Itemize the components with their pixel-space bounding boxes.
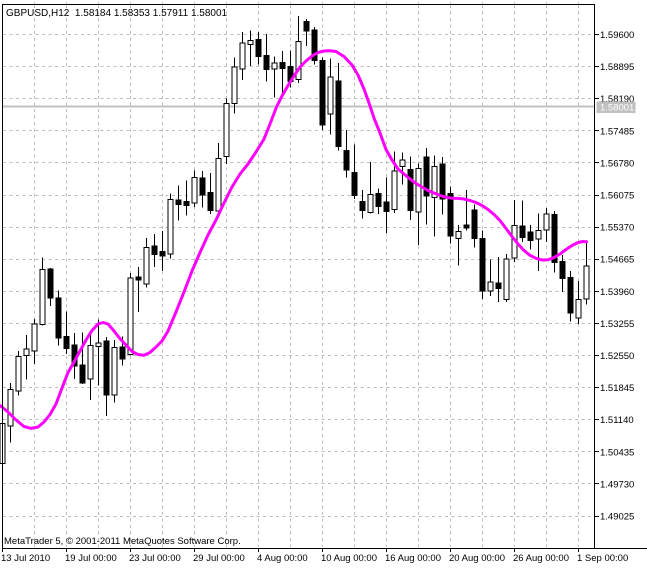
svg-text:29 Jul 00:00: 29 Jul 00:00 — [193, 553, 245, 564]
svg-text:16 Aug 00:00: 16 Aug 00:00 — [385, 553, 441, 564]
svg-text:1.56780: 1.56780 — [600, 158, 634, 169]
svg-text:4 Aug 00:00: 4 Aug 00:00 — [257, 553, 308, 564]
svg-text:13 Jul 2010: 13 Jul 2010 — [1, 553, 50, 564]
svg-text:1.59600: 1.59600 — [600, 30, 634, 41]
svg-text:1.49025: 1.49025 — [600, 512, 634, 523]
svg-text:1.53255: 1.53255 — [600, 319, 634, 330]
svg-text:1.49730: 1.49730 — [600, 479, 634, 490]
svg-text:GBPUSD,H12 1.58184 1.58353 1.: GBPUSD,H12 1.58184 1.58353 1.57911 1.580… — [6, 8, 228, 19]
svg-text:1.55370: 1.55370 — [600, 223, 634, 234]
svg-text:26 Aug 00:00: 26 Aug 00:00 — [513, 553, 569, 564]
svg-text:23 Jul 00:00: 23 Jul 00:00 — [129, 553, 181, 564]
svg-text:1.50435: 1.50435 — [600, 447, 634, 458]
svg-text:1.53960: 1.53960 — [600, 287, 634, 298]
svg-text:MetaTrader 5, © 2001-2011 Meta: MetaTrader 5, © 2001-2011 MetaQuotes Sof… — [4, 536, 241, 547]
svg-text:20 Aug 00:00: 20 Aug 00:00 — [449, 553, 505, 564]
svg-text:1.58190: 1.58190 — [600, 94, 634, 105]
svg-text:1.51140: 1.51140 — [600, 415, 634, 426]
svg-text:1.51845: 1.51845 — [600, 383, 634, 394]
svg-text:1 Sep 00:00: 1 Sep 00:00 — [577, 553, 628, 564]
svg-text:1.58001: 1.58001 — [600, 103, 634, 114]
svg-text:19 Jul 00:00: 19 Jul 00:00 — [65, 553, 117, 564]
svg-text:1.56075: 1.56075 — [600, 191, 634, 202]
svg-text:10 Aug 00:00: 10 Aug 00:00 — [321, 553, 377, 564]
svg-text:1.52550: 1.52550 — [600, 351, 634, 362]
svg-text:1.54665: 1.54665 — [600, 255, 634, 266]
svg-text:1.58895: 1.58895 — [600, 62, 634, 73]
svg-text:1.57485: 1.57485 — [600, 126, 634, 137]
